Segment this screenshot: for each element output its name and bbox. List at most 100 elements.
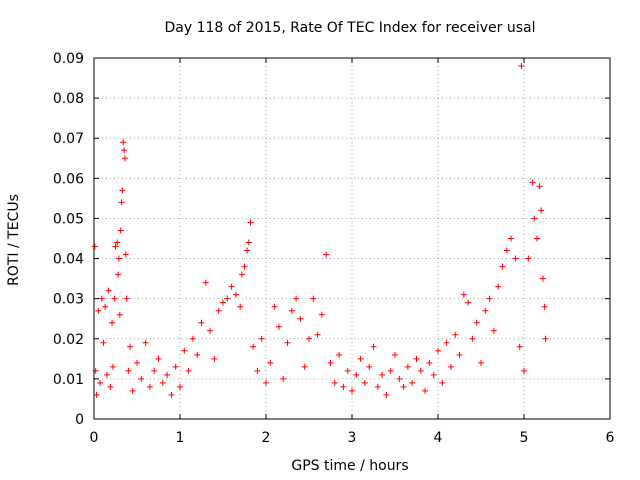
data-point <box>452 331 459 338</box>
data-point <box>125 367 132 374</box>
data-point <box>271 303 278 310</box>
data-point <box>344 367 351 374</box>
x-tick-label: 2 <box>262 430 271 446</box>
data-point <box>478 359 484 366</box>
data-point <box>357 355 364 362</box>
data-point <box>177 383 183 390</box>
y-tick-label: 0.03 <box>53 292 84 308</box>
x-tick-label: 0 <box>90 430 99 446</box>
data-point <box>404 363 411 370</box>
data-point <box>172 363 179 370</box>
y-tick-label: 0.07 <box>53 131 84 147</box>
data-point <box>306 335 312 342</box>
data-point <box>503 247 510 254</box>
y-tick-label: 0.06 <box>53 171 84 187</box>
data-point <box>387 367 394 374</box>
data-point <box>495 283 502 290</box>
data-point <box>267 359 274 366</box>
data-point <box>310 295 317 302</box>
data-point <box>400 383 407 390</box>
y-tick-label: 0.08 <box>53 91 84 107</box>
data-point <box>280 375 287 382</box>
data-point <box>98 295 105 302</box>
data-point <box>396 375 403 382</box>
data-point <box>533 235 540 242</box>
data-point <box>443 339 450 346</box>
data-point <box>314 331 321 338</box>
data-point <box>95 307 102 314</box>
data-point <box>258 335 265 342</box>
y-tick-labels: 0 0.01 0.02 0.03 0.04 0.05 0.06 0.07 0.08 0.09 <box>53 51 84 428</box>
data-point <box>103 371 110 378</box>
data-point <box>119 187 126 194</box>
data-point <box>93 391 100 398</box>
y-tick-label: 0.04 <box>53 252 84 268</box>
data-point <box>499 263 506 270</box>
data-point <box>508 235 515 242</box>
data-point <box>301 363 308 370</box>
data-point <box>118 199 125 206</box>
data-point <box>194 351 201 358</box>
data-point <box>254 367 261 374</box>
data-point <box>392 351 398 358</box>
data-point <box>121 147 128 154</box>
data-point <box>224 295 231 302</box>
data-point <box>460 291 467 298</box>
x-tick-label: 4 <box>434 430 443 446</box>
data-point <box>439 379 446 386</box>
y-tick-label: 0 <box>75 412 84 428</box>
data-point <box>117 227 124 234</box>
data-point <box>245 239 252 246</box>
x-tick-label: 3 <box>348 430 357 446</box>
data-point <box>426 359 433 366</box>
data-point <box>284 339 291 346</box>
data-point <box>115 271 122 278</box>
data-point <box>542 335 549 342</box>
data-point <box>447 363 454 370</box>
data-point <box>159 379 166 386</box>
data-point <box>340 383 347 390</box>
data-point <box>538 207 545 214</box>
data-point <box>220 299 226 306</box>
data-point <box>288 307 295 314</box>
data-point <box>275 323 282 330</box>
x-tick-labels: 0 1 2 3 4 5 6 <box>90 430 615 446</box>
data-point <box>422 387 429 394</box>
data-point <box>531 215 538 222</box>
data-point <box>100 339 107 346</box>
data-point <box>151 367 158 374</box>
data-point <box>97 379 104 386</box>
data-point <box>121 155 128 162</box>
data-point <box>366 363 373 370</box>
data-point <box>263 379 269 386</box>
data-point <box>336 351 343 358</box>
data-point <box>105 287 112 294</box>
data-point <box>107 383 114 390</box>
data-point <box>189 335 196 342</box>
data-point <box>327 359 334 366</box>
data-point <box>469 335 476 342</box>
data-point <box>120 139 127 146</box>
data-point <box>525 255 532 262</box>
y-tick-label: 0.05 <box>53 211 84 227</box>
data-point <box>409 379 416 386</box>
data-point <box>237 303 244 310</box>
data-point <box>122 251 129 258</box>
data-point <box>529 179 536 186</box>
data-point <box>185 367 192 374</box>
data-point <box>383 391 390 398</box>
data-point <box>181 347 188 354</box>
data-point <box>211 355 218 362</box>
data-point <box>521 367 527 374</box>
data-points <box>91 63 549 398</box>
data-point <box>417 367 424 374</box>
data-point <box>512 255 519 262</box>
data-point <box>244 247 251 254</box>
data-point <box>238 271 245 278</box>
data-point <box>539 275 546 282</box>
data-point <box>109 319 116 326</box>
data-point <box>91 243 98 250</box>
data-point <box>134 359 140 366</box>
data-point <box>435 347 441 354</box>
data-point <box>361 379 368 386</box>
